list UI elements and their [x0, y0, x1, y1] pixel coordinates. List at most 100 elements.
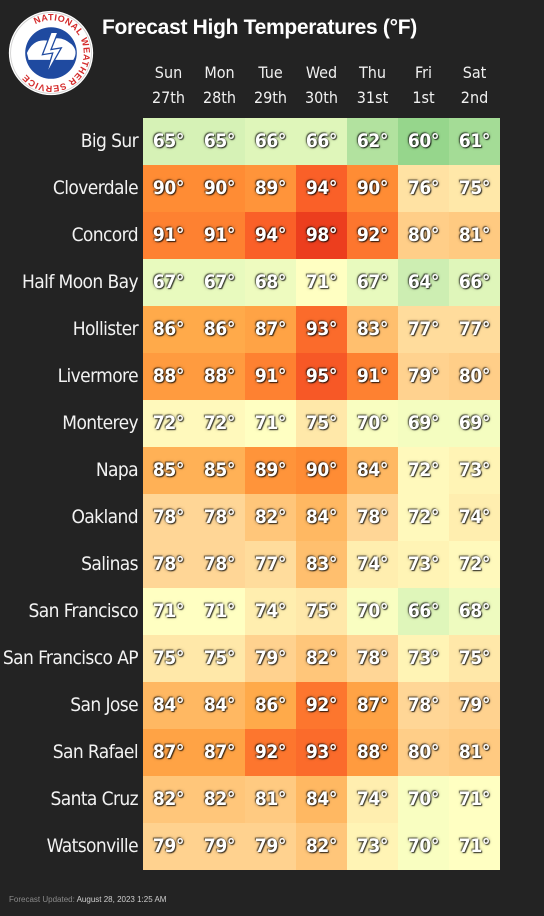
temperature-cell: 76° [398, 165, 449, 212]
day-header: Mon 28th [194, 60, 245, 110]
temperature-cell: 88° [347, 729, 398, 776]
city-label: Oakland [71, 506, 138, 528]
temperature-cell: 66° [245, 118, 296, 165]
day-date: 27th [151, 88, 186, 107]
temperature-cell: 93° [296, 729, 347, 776]
temperature-cell: 60° [398, 118, 449, 165]
temperature-cell: 83° [347, 306, 398, 353]
city-label: San Francisco [28, 600, 139, 622]
day-date: 1st [412, 88, 435, 107]
temperature-cell: 71° [449, 823, 500, 870]
temperature-cell: 71° [296, 259, 347, 306]
temperature-cell: 87° [245, 306, 296, 353]
temperature-cell: 89° [245, 447, 296, 494]
temperature-cell: 71° [194, 588, 245, 635]
temperature-cell: 88° [143, 353, 194, 400]
temperature-cell: 75° [194, 635, 245, 682]
temperature-cell: 71° [245, 400, 296, 447]
table-row: Monterey 72° 72° 71° 75° 70° 69° 69° [0, 400, 544, 447]
temperature-cell: 82° [245, 494, 296, 541]
temperature-cell: 72° [194, 400, 245, 447]
temperature-cell: 90° [347, 165, 398, 212]
temperature-cell: 72° [398, 494, 449, 541]
temperature-cell: 82° [296, 635, 347, 682]
temperature-cell: 90° [143, 165, 194, 212]
temperature-cell: 72° [398, 447, 449, 494]
temperature-cell: 81° [449, 729, 500, 776]
temperature-cell: 79° [245, 635, 296, 682]
temperature-cell: 80° [398, 212, 449, 259]
day-name: Wed [305, 63, 338, 82]
day-header: Thu 31st [347, 60, 398, 110]
temperature-cell: 67° [194, 259, 245, 306]
temperature-cell: 75° [143, 635, 194, 682]
city-label: Santa Cruz [50, 788, 138, 810]
city-label: Cloverdale [52, 177, 139, 199]
temperature-cell: 88° [194, 353, 245, 400]
temperature-cell: 70° [347, 400, 398, 447]
chart-title: Forecast High Temperatures (°F) [102, 16, 417, 39]
city-label: Livermore [57, 365, 139, 387]
temperature-cell: 65° [194, 118, 245, 165]
temperature-cell: 86° [245, 682, 296, 729]
temperature-cell: 94° [296, 165, 347, 212]
temperature-cell: 72° [143, 400, 194, 447]
temperature-cell: 74° [347, 541, 398, 588]
temperature-cell: 81° [449, 212, 500, 259]
temperature-cell: 73° [347, 823, 398, 870]
table-row: San Francisco 71° 71° 74° 75° 70° 66° 68° [0, 588, 544, 635]
table-row: Half Moon Bay 67° 67° 68° 71° 67° 64° 66° [0, 259, 544, 306]
day-name: Mon [204, 63, 235, 82]
temperature-cell: 79° [143, 823, 194, 870]
temperature-cell: 77° [398, 306, 449, 353]
temperature-cell: 75° [296, 588, 347, 635]
temperature-cell: 92° [347, 212, 398, 259]
temperature-cell: 73° [398, 635, 449, 682]
temperature-cell: 66° [398, 588, 449, 635]
city-label: San Rafael [52, 741, 139, 763]
nws-logo: NATIONAL WEATHER SERVICE [8, 10, 94, 96]
temperature-cell: 68° [449, 588, 500, 635]
temperature-cell: 84° [347, 447, 398, 494]
temperature-cell: 65° [143, 118, 194, 165]
temperature-cell: 73° [398, 541, 449, 588]
city-label: Watsonville [46, 835, 139, 857]
table-row: Santa Cruz 82° 82° 81° 84° 74° 70° 71° [0, 776, 544, 823]
temperature-cell: 61° [449, 118, 500, 165]
temperature-cell: 74° [449, 494, 500, 541]
table-row: Napa 85° 85° 89° 90° 84° 72° 73° [0, 447, 544, 494]
day-date: 31st [356, 88, 389, 107]
temperature-cell: 79° [398, 353, 449, 400]
table-row: Livermore 88° 88° 91° 95° 91° 79° 80° [0, 353, 544, 400]
temperature-cell: 98° [296, 212, 347, 259]
temperature-cell: 77° [449, 306, 500, 353]
temperature-cell: 84° [296, 494, 347, 541]
day-name: Thu [358, 63, 387, 82]
temperature-cell: 84° [296, 776, 347, 823]
footer-timestamp: August 28, 2023 1:25 AM [76, 895, 167, 904]
temperature-cell: 82° [143, 776, 194, 823]
temperature-cell: 73° [449, 447, 500, 494]
temperature-cell: 81° [245, 776, 296, 823]
temperature-cell: 67° [347, 259, 398, 306]
day-date: 2nd [460, 88, 489, 107]
temperature-cell: 79° [245, 823, 296, 870]
city-label: San Francisco AP [2, 647, 139, 669]
temperature-cell: 92° [245, 729, 296, 776]
temperature-cell: 85° [143, 447, 194, 494]
temperature-cell: 82° [194, 776, 245, 823]
temperature-cell: 85° [194, 447, 245, 494]
day-header: Sat 2nd [449, 60, 500, 110]
day-name: Tue [258, 63, 283, 82]
temperature-cell: 86° [143, 306, 194, 353]
temperature-cell: 78° [194, 494, 245, 541]
temperature-cell: 86° [194, 306, 245, 353]
table-row: Big Sur 65° 65° 66° 66° 62° 60° 61° [0, 118, 544, 165]
temperature-cell: 87° [347, 682, 398, 729]
forecast-updated: Forecast Updated: August 28, 2023 1:25 A… [9, 895, 166, 904]
table-row: Cloverdale 90° 90° 89° 94° 90° 76° 75° [0, 165, 544, 212]
temperature-cell: 71° [449, 776, 500, 823]
temperature-cell: 91° [245, 353, 296, 400]
day-header: Wed 30th [296, 60, 347, 110]
temperature-cell: 79° [449, 682, 500, 729]
